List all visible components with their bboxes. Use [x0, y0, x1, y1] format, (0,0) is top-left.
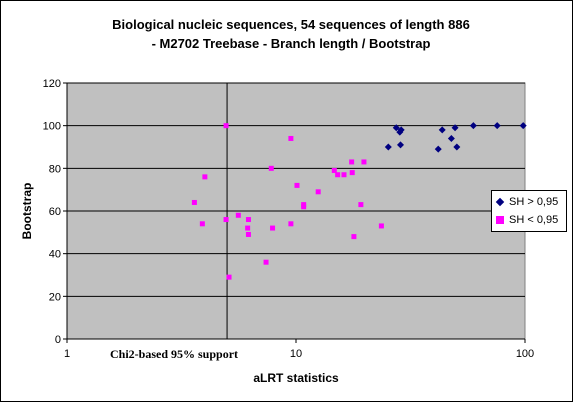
point-sh-low — [223, 217, 229, 223]
point-sh-high — [397, 141, 405, 149]
point-sh-high — [451, 124, 459, 132]
y-tick-label: 120 — [43, 78, 61, 90]
point-sh-low — [191, 199, 197, 205]
point-sh-low — [351, 234, 357, 240]
point-sh-high — [438, 126, 446, 134]
gridlines — [67, 82, 525, 297]
point-sh-low — [288, 135, 294, 141]
point-sh-low — [358, 202, 364, 208]
point-sh-high — [519, 122, 527, 130]
point-sh-high — [469, 122, 477, 130]
point-sh-low — [315, 189, 321, 195]
point-sh-low — [245, 217, 251, 223]
y-axis-ticks: 0 20 40 60 80 100 120 — [43, 78, 67, 346]
point-sh-low — [226, 274, 232, 280]
x-axis-ticks: 1 10 100 — [64, 339, 534, 360]
point-sh-high — [447, 134, 455, 142]
point-sh-low — [361, 159, 367, 165]
point-sh-low — [349, 159, 355, 165]
reference-annotation: Chi2-based 95% support — [110, 347, 238, 361]
chart-title-line-1: Biological nucleic sequences, 54 sequenc… — [112, 17, 470, 32]
point-sh-high — [397, 126, 405, 134]
y-tick-label: 60 — [49, 206, 61, 218]
point-sh-low — [349, 170, 355, 176]
y-tick-label: 0 — [55, 334, 61, 346]
legend-label-sh-high: SH > 0,95 — [509, 196, 559, 208]
point-sh-high — [384, 143, 392, 151]
point-sh-low — [199, 221, 205, 227]
point-sh-high — [453, 143, 461, 151]
y-axis-title: Bootstrap — [20, 183, 34, 240]
point-sh-low — [341, 172, 347, 178]
data-points — [191, 122, 527, 280]
legend: SH > 0,95 SH < 0,95 — [491, 190, 567, 232]
y-tick-label: 40 — [49, 249, 61, 261]
point-sh-low — [263, 259, 269, 265]
y-tick-label: 80 — [49, 163, 61, 175]
x-tick-label: 100 — [516, 348, 534, 360]
point-sh-low — [202, 174, 208, 180]
diamond-marker-icon — [495, 197, 505, 207]
y-tick-label: 100 — [43, 121, 61, 133]
chart-title-line-2: - M2702 Treebase - Branch length / Boots… — [151, 36, 431, 51]
point-sh-low — [235, 212, 241, 218]
point-sh-low — [245, 225, 251, 231]
point-sh-low — [301, 202, 307, 208]
point-sh-low — [270, 225, 276, 231]
square-marker-icon — [496, 216, 504, 225]
x-tick-label: 10 — [290, 348, 302, 360]
x-tick-label: 1 — [64, 348, 70, 360]
point-sh-low — [335, 172, 341, 178]
legend-item-sh-low: SH < 0,95 — [496, 213, 558, 227]
point-sh-low — [331, 167, 337, 173]
point-sh-high — [392, 124, 400, 132]
legend-item-sh-high: SH > 0,95 — [495, 195, 559, 209]
chart-title: Biological nucleic sequences, 54 sequenc… — [41, 15, 541, 53]
point-sh-low — [378, 223, 384, 229]
x-axis-title: aLRT statistics — [253, 371, 339, 385]
point-sh-low — [245, 231, 251, 237]
point-sh-low — [268, 165, 274, 171]
point-sh-low — [288, 221, 294, 227]
point-sh-high — [493, 122, 501, 130]
point-sh-low — [223, 123, 229, 129]
legend-label-sh-low: SH < 0,95 — [509, 214, 559, 226]
y-tick-label: 20 — [49, 291, 61, 303]
point-sh-low — [294, 182, 300, 188]
point-sh-high — [434, 145, 442, 153]
